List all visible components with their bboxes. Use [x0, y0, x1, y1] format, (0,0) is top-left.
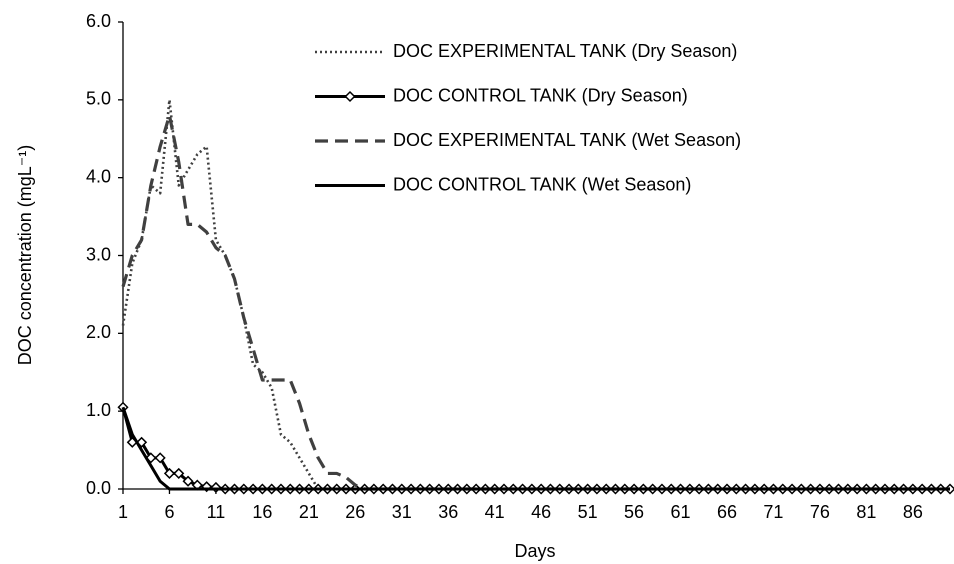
y-tick-label: 2.0	[86, 322, 111, 342]
y-tick-label: 4.0	[86, 166, 111, 186]
x-tick-label: 81	[856, 502, 876, 522]
legend-marker	[344, 90, 356, 103]
y-axis-title: DOC concentration (mgL⁻¹)	[15, 145, 35, 366]
diamond-marker	[173, 467, 185, 479]
x-tick-label: 76	[810, 502, 830, 522]
x-tick-label: 31	[392, 502, 412, 522]
series-line	[121, 113, 950, 491]
x-tick-label: 36	[438, 502, 458, 522]
diamond-marker	[163, 467, 176, 479]
diamond-marker	[154, 452, 166, 464]
x-tick-label: 41	[485, 502, 505, 522]
x-tick-label: 86	[903, 502, 923, 522]
x-tick-label: 71	[763, 502, 783, 522]
x-tick-label: 11	[207, 502, 226, 522]
diamond-marker	[182, 475, 194, 487]
series-line	[121, 406, 950, 491]
x-tick-label: 61	[671, 502, 691, 522]
x-tick-label: 6	[164, 502, 174, 522]
legend-label: DOC CONTROL TANK (Wet Season)	[393, 174, 691, 194]
legend-label: DOC EXPERIMENTAL TANK (Wet Season)	[393, 130, 741, 150]
y-tick-label: 3.0	[86, 244, 111, 264]
y-tick-label: 1.0	[86, 400, 111, 420]
diamond-marker	[145, 452, 157, 464]
x-tick-label: 21	[299, 502, 319, 522]
x-tick-label: 26	[345, 502, 365, 522]
y-tick-label: 5.0	[86, 89, 111, 109]
series-line	[121, 406, 950, 491]
y-tick-label: 6.0	[86, 11, 111, 31]
x-tick-label: 56	[624, 502, 644, 522]
legend-label: DOC EXPERIMENTAL TANK (Dry Season)	[393, 41, 737, 61]
x-tick-label: 46	[531, 502, 551, 522]
y-tick-label: 0.0	[86, 478, 111, 498]
series-line	[121, 98, 950, 491]
x-tick-label: 51	[578, 502, 598, 522]
x-axis-title: Days	[514, 541, 555, 561]
diamond-marker	[136, 436, 148, 448]
x-tick-label: 16	[252, 502, 272, 522]
legend-label: DOC CONTROL TANK (Dry Season)	[393, 85, 688, 105]
x-tick-label: 1	[118, 502, 128, 522]
x-tick-label: 66	[717, 502, 737, 522]
diamond-marker	[210, 481, 222, 494]
